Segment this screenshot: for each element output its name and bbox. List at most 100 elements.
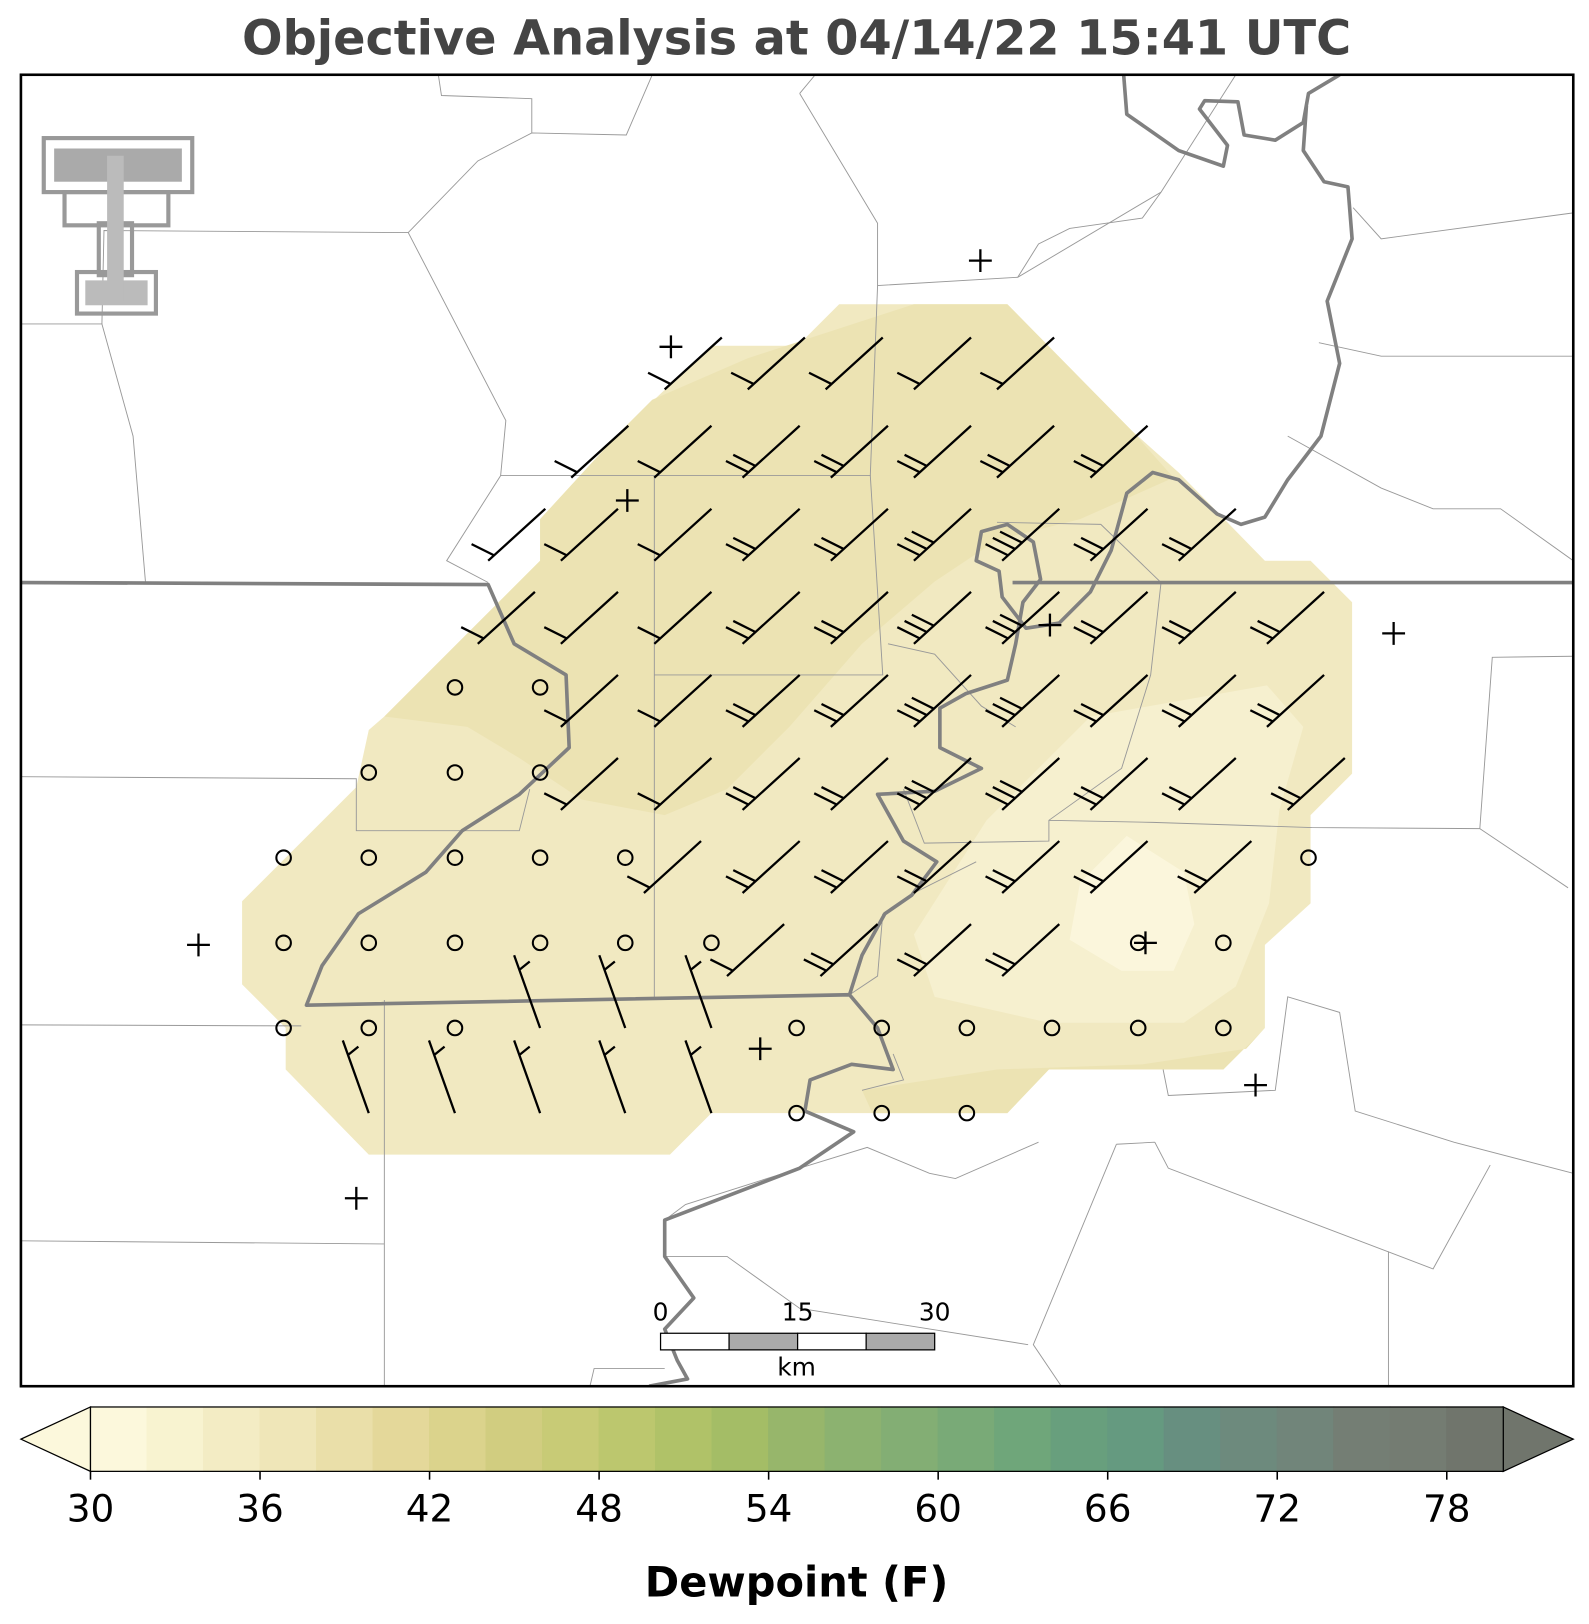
wind-barb bbox=[1270, 757, 1346, 811]
wind-barb bbox=[637, 757, 713, 811]
calm-station bbox=[360, 849, 378, 866]
scale-segment bbox=[865, 1332, 936, 1351]
calm-station bbox=[1129, 1019, 1147, 1037]
colorbar-bin bbox=[146, 1406, 205, 1472]
calm-station bbox=[531, 934, 549, 952]
calm-station bbox=[446, 849, 464, 866]
wind-barb bbox=[979, 336, 1055, 391]
colorbar-tick-label: 42 bbox=[406, 1486, 454, 1530]
wind-barb bbox=[813, 424, 889, 479]
colorbar-tick-label: 48 bbox=[575, 1486, 623, 1530]
scale-segment bbox=[728, 1332, 799, 1351]
wind-barb bbox=[1161, 674, 1237, 728]
colorbar-bin bbox=[1446, 1406, 1504, 1472]
colorbar-bin bbox=[711, 1406, 770, 1472]
wind-barb bbox=[896, 507, 972, 562]
missing-station bbox=[1038, 613, 1062, 637]
calm-station bbox=[275, 849, 292, 866]
map-frame bbox=[19, 73, 1575, 1388]
calm-station bbox=[275, 1019, 292, 1037]
colorbar-bin bbox=[429, 1406, 487, 1472]
colorbar: Dewpoint (F) 30 36 42 48 54 60 66 72 78 bbox=[19, 1406, 1575, 1607]
wind-barb bbox=[813, 507, 889, 562]
colorbar-extend-high bbox=[1502, 1406, 1575, 1473]
wind-barb bbox=[725, 507, 801, 562]
calm-station bbox=[958, 1019, 976, 1037]
calm-station bbox=[275, 934, 292, 952]
wind-barb bbox=[1073, 424, 1149, 479]
wind-barb bbox=[598, 1040, 627, 1114]
wind-barb bbox=[1073, 674, 1149, 728]
wind-barb bbox=[725, 674, 801, 728]
colorbar-outline bbox=[89, 1406, 1504, 1472]
wind-barb bbox=[725, 591, 801, 645]
missing-station bbox=[1244, 1073, 1267, 1097]
wind-barb bbox=[896, 757, 972, 811]
wind-barb bbox=[896, 424, 972, 479]
colorbar-label: Dewpoint (F) bbox=[645, 1558, 949, 1607]
wind-barb bbox=[979, 424, 1055, 479]
wind-barb bbox=[985, 757, 1061, 811]
scale-unit: km bbox=[777, 1353, 816, 1382]
colorbar-bin bbox=[1276, 1406, 1335, 1472]
colorbar-bin bbox=[655, 1406, 713, 1472]
colorbar-bin bbox=[994, 1406, 1052, 1472]
wind-barb bbox=[985, 591, 1061, 645]
calm-station bbox=[531, 849, 549, 866]
wind-barb bbox=[341, 1040, 370, 1114]
wind-barb bbox=[1177, 840, 1253, 894]
colorbar-bin bbox=[937, 1406, 996, 1472]
missing-station bbox=[1382, 621, 1406, 645]
wind-barb bbox=[637, 591, 713, 645]
calm-station bbox=[1043, 1019, 1061, 1037]
colorbar-bin bbox=[1050, 1406, 1109, 1472]
wind-barb bbox=[725, 840, 801, 894]
wind-barb bbox=[985, 507, 1061, 562]
wind-barb bbox=[1073, 840, 1149, 894]
calm-station bbox=[873, 1104, 891, 1122]
colorbar-bin bbox=[372, 1406, 431, 1472]
station-plots bbox=[187, 249, 1406, 1210]
wind-barb bbox=[513, 954, 542, 1029]
scale-segment bbox=[796, 1332, 867, 1351]
wind-barb bbox=[725, 757, 801, 811]
colorbar-tick-label: 78 bbox=[1423, 1486, 1471, 1530]
calm-station bbox=[360, 764, 378, 781]
wind-barb bbox=[637, 507, 713, 562]
wind-barb bbox=[1249, 591, 1325, 645]
colorbar-bin bbox=[768, 1406, 826, 1472]
wind-barb bbox=[896, 674, 972, 728]
wind-barb bbox=[684, 954, 713, 1029]
wind-barb bbox=[1073, 507, 1149, 562]
colorbar-tick-label: 72 bbox=[1253, 1486, 1301, 1530]
wind-barb bbox=[647, 336, 723, 391]
wind-barb bbox=[598, 954, 627, 1029]
missing-station bbox=[659, 335, 683, 359]
colorbar-bin bbox=[1163, 1406, 1222, 1472]
wind-barb bbox=[543, 757, 619, 811]
colorbar-bin bbox=[1333, 1406, 1391, 1472]
colorbar-bin bbox=[881, 1406, 939, 1472]
calm-station bbox=[958, 1104, 976, 1122]
dewpoint-shading bbox=[242, 304, 1353, 1155]
colorbar-bin bbox=[1220, 1406, 1278, 1472]
wind-barb bbox=[813, 840, 889, 894]
calm-station bbox=[531, 764, 549, 781]
colorbar-bin bbox=[485, 1406, 544, 1472]
scale-tick-label: 0 bbox=[653, 1298, 669, 1327]
colorbar-tick-label: 30 bbox=[67, 1486, 115, 1530]
colorbar-tick-label: 54 bbox=[745, 1486, 793, 1530]
wind-barb bbox=[803, 923, 879, 977]
wind-barb bbox=[637, 424, 713, 479]
wind-barb bbox=[725, 424, 801, 479]
map bbox=[19, 73, 1575, 1388]
wind-barb bbox=[684, 1040, 713, 1114]
colorbar-bin bbox=[316, 1406, 374, 1472]
colorbar-bin bbox=[598, 1406, 657, 1472]
wind-barb bbox=[808, 336, 884, 391]
calm-station bbox=[703, 934, 720, 952]
calm-station bbox=[446, 1019, 464, 1037]
wind-barb bbox=[543, 674, 619, 728]
